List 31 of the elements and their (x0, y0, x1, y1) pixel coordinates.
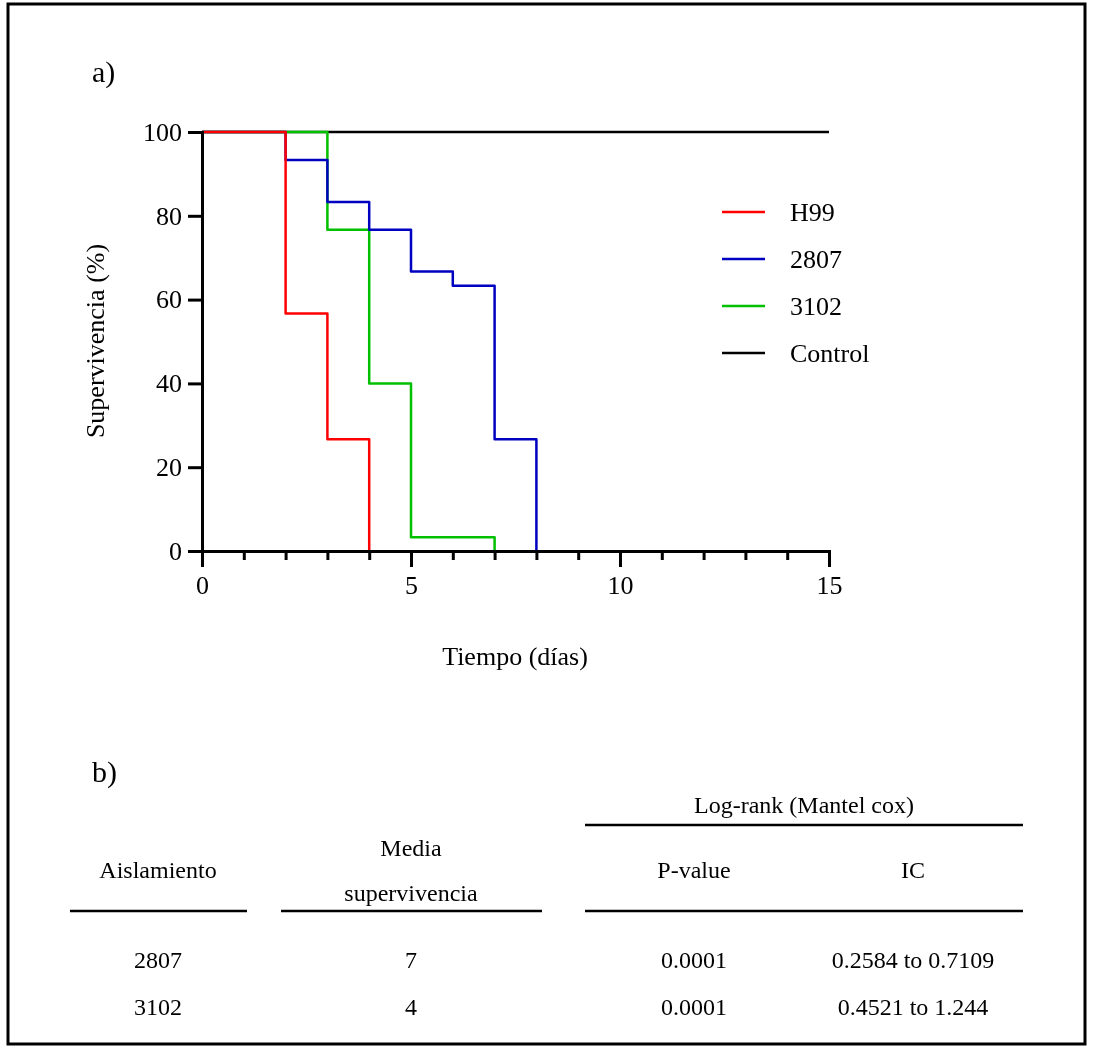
x-axis-title: Tiempo (días) (442, 642, 588, 671)
y-axis-title: Supervivencia (%) (81, 243, 110, 439)
x-tick-label: 5 (405, 571, 418, 601)
chart-title: a) (92, 55, 116, 89)
x-tick-label: 10 (607, 571, 634, 601)
y-tick-label: 80 (156, 201, 182, 231)
y-tick-label: 60 (156, 285, 182, 315)
y-tick-label: 100 (143, 117, 182, 147)
text: 2807 (134, 947, 182, 973)
text: 0.4521 to 1.244 (837, 994, 989, 1020)
text: Media supervivencia (344, 835, 478, 906)
text: 7 (405, 947, 417, 973)
legend-label: Control (790, 339, 870, 368)
text: P-value (657, 857, 731, 883)
legend-label: 3102 (790, 292, 842, 321)
text: Log-rank (Mantel cox) (694, 792, 914, 818)
y-tick-label: 20 (156, 453, 182, 483)
text: 4 (405, 994, 417, 1020)
text: 0.2584 to 0.7109 (831, 947, 995, 973)
text: b) (92, 755, 117, 789)
y-tick-label: 0 (169, 536, 182, 566)
legend-label: 2807 (790, 245, 842, 274)
x-tick-label: 0 (196, 571, 209, 601)
x-tick-label: 15 (816, 571, 843, 601)
y-tick-label: 40 (156, 369, 182, 399)
text: 0.0001 (661, 947, 727, 973)
text: 0.0001 (661, 994, 727, 1020)
text: Aislamiento (99, 857, 217, 883)
text: IC (901, 857, 925, 883)
text: 3102 (134, 994, 182, 1020)
legend-label: H99 (790, 198, 835, 227)
